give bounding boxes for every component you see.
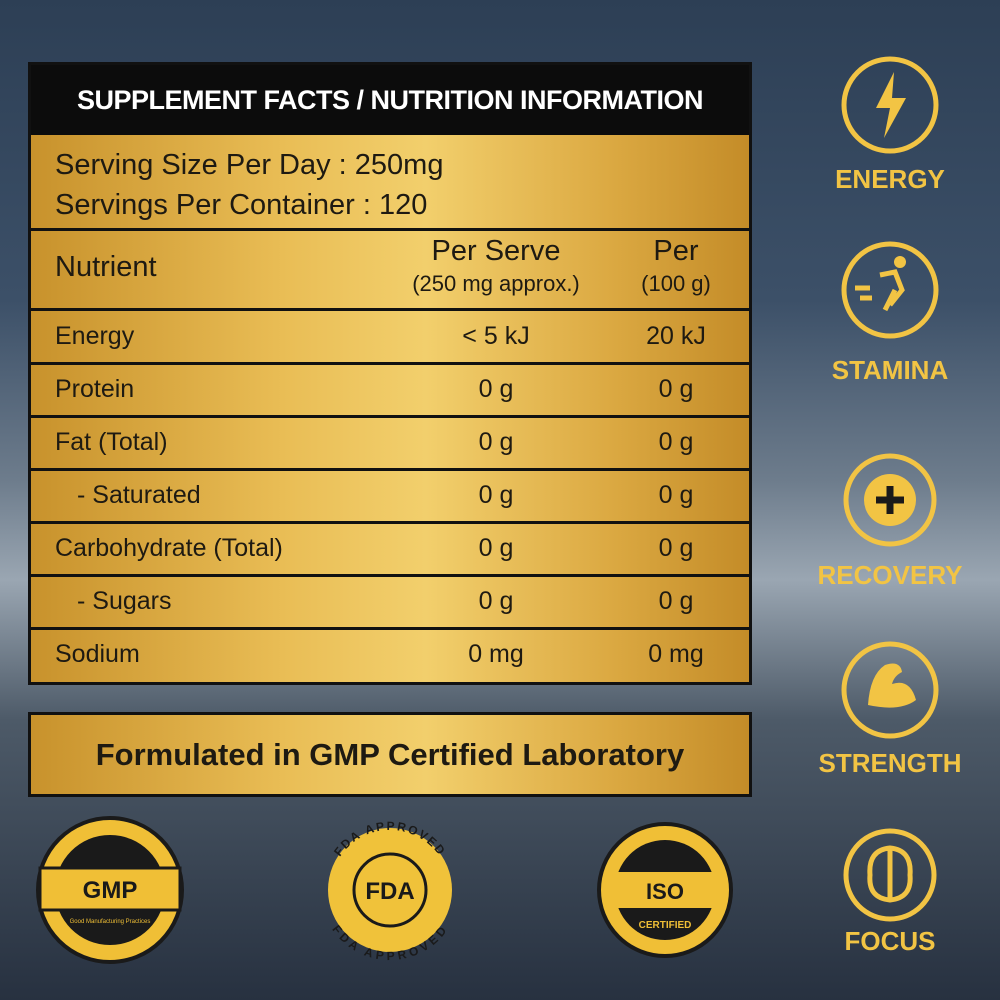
fda-badge: FDA APPROVED FDA APPROVED FDA — [328, 819, 452, 963]
benefit-label: FOCUS — [844, 926, 936, 956]
per-100-value: 0 g — [658, 481, 694, 509]
gmp-label: GMP — [83, 877, 138, 904]
gmp-banner: Formulated in GMP Certified Laboratory — [28, 712, 752, 797]
benefit-label: STRENGTH — [818, 748, 962, 778]
badges: GMP Good Manufacturing Practices FDA APP… — [36, 816, 733, 964]
nutrient-name: Protein — [55, 375, 135, 403]
iso-subtitle: CERTIFIED — [639, 920, 692, 931]
iso-badge: ISO CERTIFIED — [597, 822, 733, 958]
header-per-100-note: (100 g) — [641, 271, 711, 296]
per-100-value: 0 mg — [648, 640, 704, 668]
header-per-serve-note: (250 mg approx.) — [412, 271, 580, 296]
iso-label: ISO — [646, 879, 684, 904]
per-100-value: 0 g — [658, 375, 694, 403]
per-serve-value: 0 g — [478, 587, 514, 615]
table-header: Nutrient Per Serve (250 mg approx.) Per … — [31, 231, 749, 311]
per-100-value: 0 g — [658, 587, 694, 615]
nutrient-row: Energy < 5 kJ 20 kJ — [31, 311, 749, 365]
nutrient-name: - Sugars — [77, 587, 172, 615]
gmp-subtitle: Good Manufacturing Practices — [70, 919, 151, 925]
benefit-label: STAMINA — [831, 355, 949, 385]
nutrient-row: Carbohydrate (Total) 0 g 0 g — [31, 523, 749, 577]
nutrient-row: Fat (Total) 0 g 0 g — [31, 417, 749, 471]
serving-info: Serving Size Per Day : 250mg Servings Pe… — [31, 135, 749, 231]
per-serve-value: 0 mg — [468, 640, 524, 668]
benefit-label: ENERGY — [835, 164, 945, 194]
nutrient-row: - Sugars 0 g 0 g — [31, 576, 749, 630]
nutrient-name: Fat (Total) — [55, 428, 168, 456]
per-100-value: 0 g — [658, 534, 694, 562]
fda-label: FDA — [365, 878, 414, 905]
per-100-value: 0 g — [658, 428, 694, 456]
nutrient-name: Sodium — [55, 640, 140, 668]
servings-per-container: Servings Per Container : 120 — [55, 189, 428, 221]
nutrient-name: Energy — [55, 322, 135, 350]
nutrient-name: - Saturated — [77, 481, 201, 509]
nutrient-row: - Saturated 0 g 0 g — [31, 470, 749, 524]
per-100-value: 20 kJ — [646, 322, 706, 350]
header-per-serve: Per Serve — [431, 235, 561, 267]
facts-panel: SUPPLEMENT FACTS / NUTRITION INFORMATION… — [28, 62, 752, 685]
header-per-100: Per — [653, 235, 699, 267]
per-serve-value: 0 g — [478, 481, 514, 509]
per-serve-value: 0 g — [478, 428, 514, 456]
header-nutrient: Nutrient — [55, 251, 157, 283]
nutrient-name: Carbohydrate (Total) — [55, 534, 283, 562]
gmp-badge: GMP Good Manufacturing Practices — [36, 816, 184, 964]
per-serve-value: 0 g — [478, 534, 514, 562]
per-serve-value: 0 g — [478, 375, 514, 403]
benefit-label: RECOVERY — [817, 560, 963, 590]
facts-title: SUPPLEMENT FACTS / NUTRITION INFORMATION — [31, 65, 749, 135]
nutrient-row: Protein 0 g 0 g — [31, 364, 749, 418]
per-serve-value: < 5 kJ — [462, 322, 530, 350]
serving-size: Serving Size Per Day : 250mg — [55, 149, 444, 181]
benefit-icons — [841, 56, 939, 922]
nutrient-row: Sodium 0 mg 0 mg — [31, 629, 749, 683]
